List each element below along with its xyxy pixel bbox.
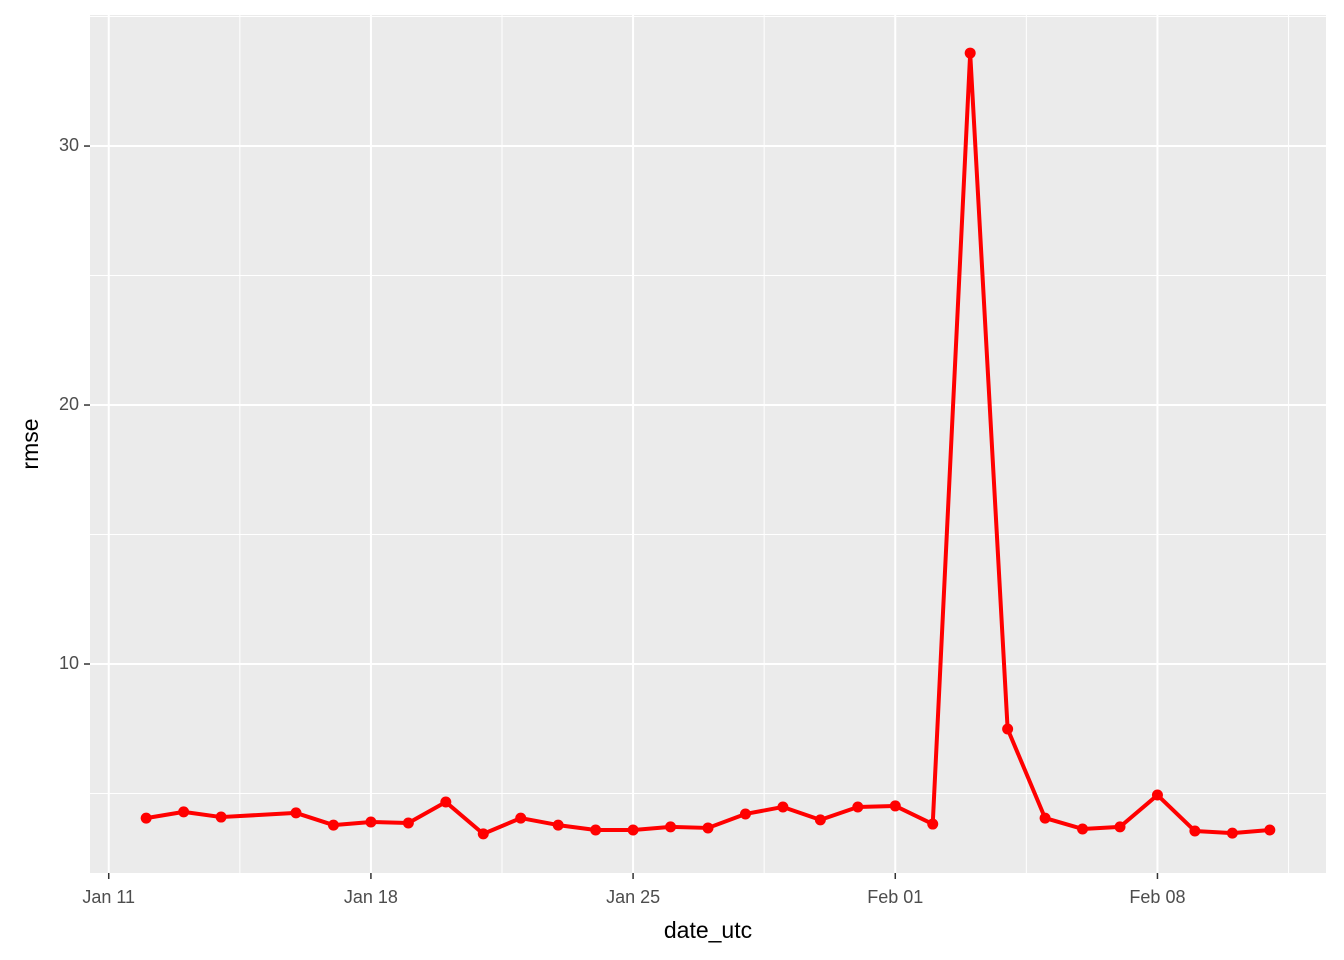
point: [1039, 812, 1051, 824]
point: [590, 824, 602, 836]
point: [1226, 827, 1238, 839]
line: [145, 51, 1270, 836]
point: [290, 807, 302, 819]
point: [552, 819, 564, 831]
point: [1077, 823, 1089, 835]
point: [178, 806, 190, 818]
point: [1002, 723, 1014, 735]
point: [927, 818, 939, 830]
point: [402, 817, 414, 829]
point: [365, 816, 377, 828]
x-axis-title: date_utc: [664, 917, 752, 943]
x-tick-label: Feb 08: [1129, 887, 1185, 907]
x-tick-label: Jan 25: [606, 887, 660, 907]
point: [440, 796, 452, 808]
point: [1151, 789, 1163, 801]
point: [215, 811, 227, 823]
point: [627, 824, 639, 836]
point: [140, 812, 152, 824]
x-tick-label: Jan 11: [82, 887, 135, 907]
point: [1264, 824, 1276, 836]
point: [852, 801, 864, 813]
point: [515, 812, 527, 824]
point: [739, 808, 751, 820]
x-tick-label: Jan 18: [344, 887, 398, 907]
point: [1189, 825, 1201, 837]
point: [777, 801, 789, 813]
y-tick-label: 30: [59, 135, 79, 155]
y-tick-label: 10: [59, 653, 79, 673]
point: [1114, 821, 1126, 833]
point: [477, 828, 489, 840]
point: [327, 819, 339, 831]
y-tick-label: 20: [59, 394, 79, 414]
point: [702, 822, 714, 834]
x-tick-label: Feb 01: [867, 887, 923, 907]
y-axis-title: rmse: [17, 418, 43, 469]
point: [665, 821, 677, 833]
panel: [90, 15, 1326, 873]
point: [964, 47, 976, 59]
point: [889, 800, 901, 812]
point: [814, 814, 826, 826]
